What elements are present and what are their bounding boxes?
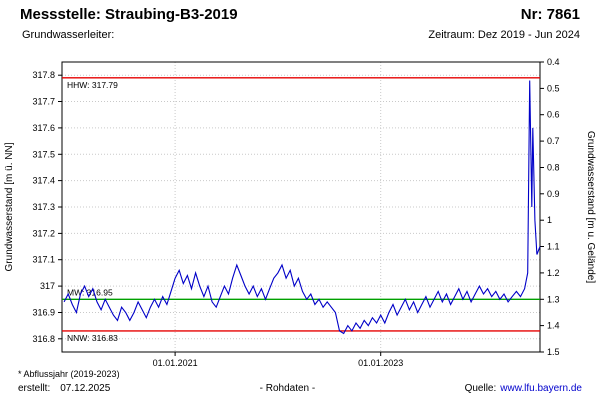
created-info: erstellt: 07.12.2025 [18,383,110,394]
source-label: Quelle: [464,383,497,394]
aquifer-label: Grundwasserleiter: [22,29,115,41]
y-left-tick-label: 317.4 [32,176,55,186]
y-left-axis-title: Grundwasserstand [m ü. NN] [4,142,15,271]
y-left-tick-label: 316.8 [32,334,55,344]
groundwater-level-chart: 316.8 316.9 317 317.1 317.2 317.3 317.4 317.5 31… [4,57,596,368]
y-right-tick-label: 0.4 [547,57,560,67]
subheader: Grundwasserleiter: Zeitraum: Dez 2019 - … [22,29,580,41]
y-right-tick-label: 0.9 [547,189,560,199]
y-right-tick-label: 0.6 [547,110,560,120]
y-right-tick-label: 1.5 [547,347,560,357]
data-type-note: - Rohdaten - [259,383,316,394]
y-left-tick-label: 317.2 [32,228,55,238]
y-right-axis-title: Grundwasserstand [m u. Gelände] [585,131,596,284]
ref-line-label-nnw: NNW: 316.83 [67,333,118,343]
y-left-tick-label: 317.8 [32,70,55,80]
y-right-tick-label: 0.8 [547,163,560,173]
source-link[interactable]: www.lfu.bayern.de [500,383,582,394]
created-date: 07.12.2025 [60,383,111,394]
y-right-tick-label: 1 [547,215,552,225]
y-right-tick-label: 0.7 [547,136,560,146]
header: Messstelle: Straubing-B3-2019 Nr: 7861 [20,6,580,23]
station-number: Nr: 7861 [520,6,580,23]
x-tick-label: 01.01.2021 [153,358,198,368]
source-info: Quelle: www.lfu.bayern.de [465,383,582,394]
created-label: erstellt: [18,383,51,394]
y-left-tick-label: 317.7 [32,97,55,107]
ref-line-label-mw: MW: 316.95 [67,287,113,297]
ref-line-label-hhw: HHW: 317.79 [67,80,118,90]
y-right-tick-label: 1.3 [547,294,560,304]
y-left-tick-label: 317 [40,281,55,291]
y-left-tick-label: 317.1 [32,255,55,265]
y-right-tick-label: 1.1 [547,242,560,252]
y-left-tick-label: 316.9 [32,308,55,318]
footer: erstellt: 07.12.2025 - Rohdaten - Quelle:… [18,383,582,394]
data-line [63,80,541,335]
x-tick-label: 01.01.2023 [358,358,403,368]
y-right-tick-label: 0.5 [547,83,560,93]
page-title: Messstelle: Straubing-B3-2019 [20,6,238,23]
y-right-tick-label: 1.2 [547,268,560,278]
y-left-tick-label: 317.3 [32,202,55,212]
y-right-tick-label: 1.4 [547,321,560,331]
plot-border [61,61,541,353]
period-label: Zeitraum: Dez 2019 - Jun 2024 [428,29,580,41]
footnote-abflussjahr: * Abflussjahr (2019-2023) [18,369,120,379]
y-left-tick-label: 317.6 [32,123,55,133]
y-left-tick-label: 317.5 [32,149,55,159]
